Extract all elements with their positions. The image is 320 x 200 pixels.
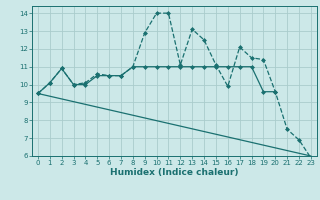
X-axis label: Humidex (Indice chaleur): Humidex (Indice chaleur) (110, 168, 239, 177)
